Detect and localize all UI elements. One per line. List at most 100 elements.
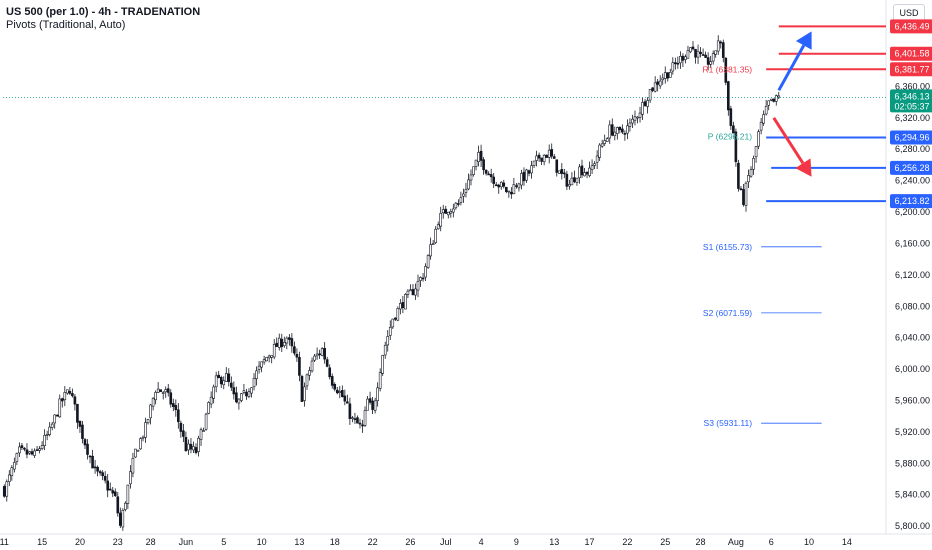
- candle-body: [141, 436, 145, 439]
- x-tick-label: 15: [37, 537, 47, 547]
- currency-button[interactable]: USD: [893, 4, 925, 23]
- candle-body: [704, 54, 707, 58]
- candle-body: [643, 101, 647, 106]
- candle-body: [507, 190, 511, 193]
- y-tick-label: 5,840.00: [895, 490, 930, 500]
- candle-body: [593, 163, 596, 166]
- x-tick-label: 14: [842, 537, 852, 547]
- arrow-down-head: [795, 158, 812, 177]
- candle-body: [255, 370, 258, 379]
- candle-body: [525, 169, 528, 181]
- price-axis[interactable]: 5,800.00 5,840.00 5,880.00 5,920.00 5,960.00…: [895, 81, 930, 531]
- candle-body: [55, 414, 59, 417]
- candle-body: [419, 277, 422, 281]
- candle-body: [50, 423, 54, 428]
- candle-body: [33, 450, 36, 456]
- candle-body: [676, 62, 680, 65]
- candle-body: [166, 388, 170, 393]
- candle-body: [222, 380, 226, 386]
- candle-body: [522, 171, 526, 182]
- x-tick-label: Aug: [728, 537, 744, 547]
- x-tick-label: 23: [113, 537, 123, 547]
- candle-body: [734, 131, 738, 163]
- x-tick-label: 26: [405, 537, 415, 547]
- candle-body: [139, 438, 142, 450]
- candle-body: [303, 386, 306, 401]
- candle-body: [762, 114, 765, 124]
- candle-body: [527, 170, 531, 174]
- candle-body: [399, 303, 402, 310]
- level-lines: [3, 25, 886, 203]
- candle-body: [151, 398, 155, 407]
- candle-body: [169, 392, 173, 405]
- candle-body: [288, 337, 291, 340]
- candle-body: [727, 81, 730, 111]
- x-tick-label: Jul: [440, 537, 452, 547]
- x-tick-label: 10: [257, 537, 267, 547]
- candle-body: [212, 386, 215, 399]
- candle-body: [393, 317, 397, 320]
- candle-body: [709, 61, 712, 65]
- candle-body: [119, 512, 122, 526]
- pivot-levels: R1 (6381.35) P (6296.21) S1 (6155.73) S2 (6…: [702, 65, 822, 428]
- candle-body: [277, 337, 281, 348]
- arrow-up-shaft: [777, 44, 806, 92]
- support-price-tag: [890, 194, 932, 209]
- candle-body: [489, 174, 493, 178]
- candle-body: [66, 389, 69, 394]
- candle-body: [240, 393, 243, 401]
- candle-body: [563, 172, 566, 175]
- candle-body: [441, 209, 445, 214]
- candle-body: [325, 359, 329, 367]
- candle-body: [96, 466, 99, 472]
- candle-body: [494, 184, 498, 187]
- candle-body: [111, 490, 115, 494]
- time-axis[interactable]: 11 15 20 23 28 Jun 5 10 13 18 22 26 Jul 4 9 13 17 22 25 28 A…: [0, 537, 852, 547]
- candle-body: [252, 377, 256, 388]
- candles: [2, 35, 781, 531]
- y-tick-label: 5,800.00: [895, 521, 930, 531]
- candle-body: [318, 353, 321, 356]
- candle-body: [290, 338, 294, 347]
- candle-body: [68, 391, 72, 394]
- candle-body: [479, 150, 483, 161]
- candle-body: [272, 344, 276, 358]
- candle-body: [161, 392, 165, 394]
- candle-body: [406, 290, 410, 295]
- candle-body: [575, 177, 579, 183]
- candle-body: [510, 191, 513, 195]
- y-tick-label: 6,040.00: [895, 333, 930, 343]
- candle-body: [565, 173, 569, 187]
- candle-body: [146, 419, 150, 424]
- x-tick-label: 13: [549, 537, 559, 547]
- indicator-legend[interactable]: Pivots (Traditional, Auto): [6, 19, 126, 31]
- candle-body: [219, 377, 223, 385]
- x-tick-label: 11: [0, 537, 9, 547]
- candle-body: [131, 457, 135, 474]
- candle-body: [729, 108, 733, 126]
- candle-body: [699, 51, 702, 55]
- candle-body: [328, 367, 332, 378]
- support-price-text: 6,213.82: [894, 196, 929, 206]
- candle-body: [618, 126, 622, 131]
- candle-body: [694, 49, 697, 58]
- candle-body: [230, 382, 233, 388]
- candle-body: [426, 255, 430, 268]
- candle-body: [600, 143, 604, 147]
- candle-body: [747, 175, 750, 183]
- x-tick-label: 28: [146, 537, 156, 547]
- candle-body: [154, 392, 157, 401]
- candle-body: [73, 396, 77, 405]
- candle-body: [414, 288, 417, 296]
- candle-body: [134, 448, 137, 458]
- candle-body: [13, 462, 16, 470]
- candle-body: [613, 131, 617, 137]
- candle-body: [376, 387, 379, 401]
- candle-body: [434, 228, 437, 243]
- candle-body: [108, 488, 112, 491]
- candle-body: [358, 422, 362, 425]
- candle-body: [530, 165, 533, 174]
- candle-body: [653, 82, 657, 92]
- candle-body: [595, 155, 599, 163]
